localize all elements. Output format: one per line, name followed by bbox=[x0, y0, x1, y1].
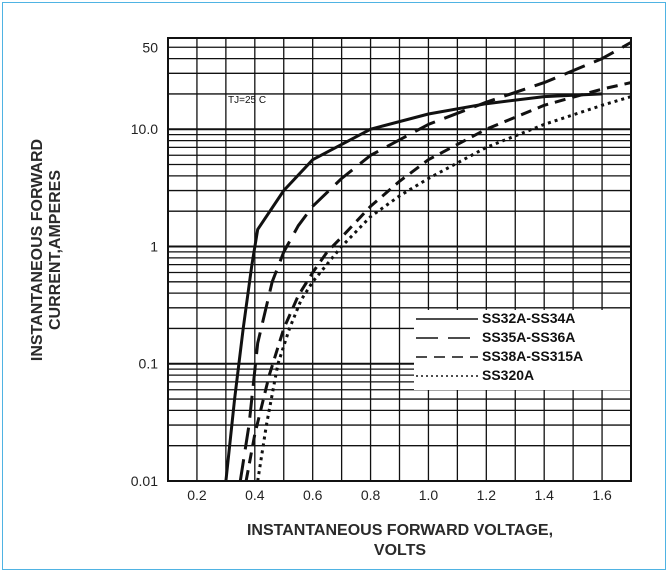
x-tick-label: 1.6 bbox=[592, 487, 612, 503]
series-line-ss35a-ss36a bbox=[238, 41, 631, 481]
legend-label: SS320A bbox=[482, 367, 534, 383]
tj-annotation: TJ=25 C bbox=[228, 95, 266, 106]
x-tick-label: 1.2 bbox=[477, 487, 497, 503]
x-tick-label: 1.0 bbox=[419, 487, 439, 503]
y-tick-label: 0.01 bbox=[131, 473, 158, 489]
y-tick-label: 50 bbox=[142, 39, 158, 55]
legend-label: SS38A-SS315A bbox=[482, 348, 583, 364]
legend-label: SS35A-SS36A bbox=[482, 329, 575, 345]
series-line-ss320a bbox=[256, 95, 631, 481]
x-axis-title-line1: INSTANTANEOUS FORWARD VOLTAGE, bbox=[247, 522, 553, 539]
x-axis-title-line2: VOLTS bbox=[374, 542, 426, 559]
plot-grid bbox=[168, 38, 631, 481]
y-tick-labels: 50 10.0 1 0.1 0.01 bbox=[131, 39, 158, 489]
x-tick-labels: 0.2 0.4 0.6 0.8 1.0 1.2 1.4 1.6 bbox=[187, 487, 612, 503]
plot-border bbox=[167, 37, 632, 482]
x-tick-label: 1.4 bbox=[534, 487, 554, 503]
y-tick-label: 1 bbox=[150, 238, 158, 254]
y-tick-label: 0.1 bbox=[139, 356, 159, 372]
x-tick-label: 0.8 bbox=[361, 487, 381, 503]
series-line-ss32a-ss34a bbox=[224, 92, 603, 481]
legend-label: SS32A-SS34A bbox=[482, 310, 575, 326]
x-tick-label: 0.4 bbox=[245, 487, 265, 503]
series-line-ss38a-ss315a bbox=[244, 81, 631, 481]
legend-box bbox=[414, 310, 630, 390]
y-axis-title-line2: CURRENT,AMPERES bbox=[47, 170, 64, 330]
series-layer bbox=[224, 41, 631, 481]
y-tick-label: 10.0 bbox=[131, 121, 158, 137]
y-axis-title-line1: INSTANTANEOUS FORWARD bbox=[29, 139, 46, 361]
x-tick-label: 0.6 bbox=[303, 487, 323, 503]
x-tick-label: 0.2 bbox=[187, 487, 207, 503]
legend: SS32A-SS34A SS35A-SS36A SS38A-SS315A SS320A bbox=[414, 310, 630, 390]
